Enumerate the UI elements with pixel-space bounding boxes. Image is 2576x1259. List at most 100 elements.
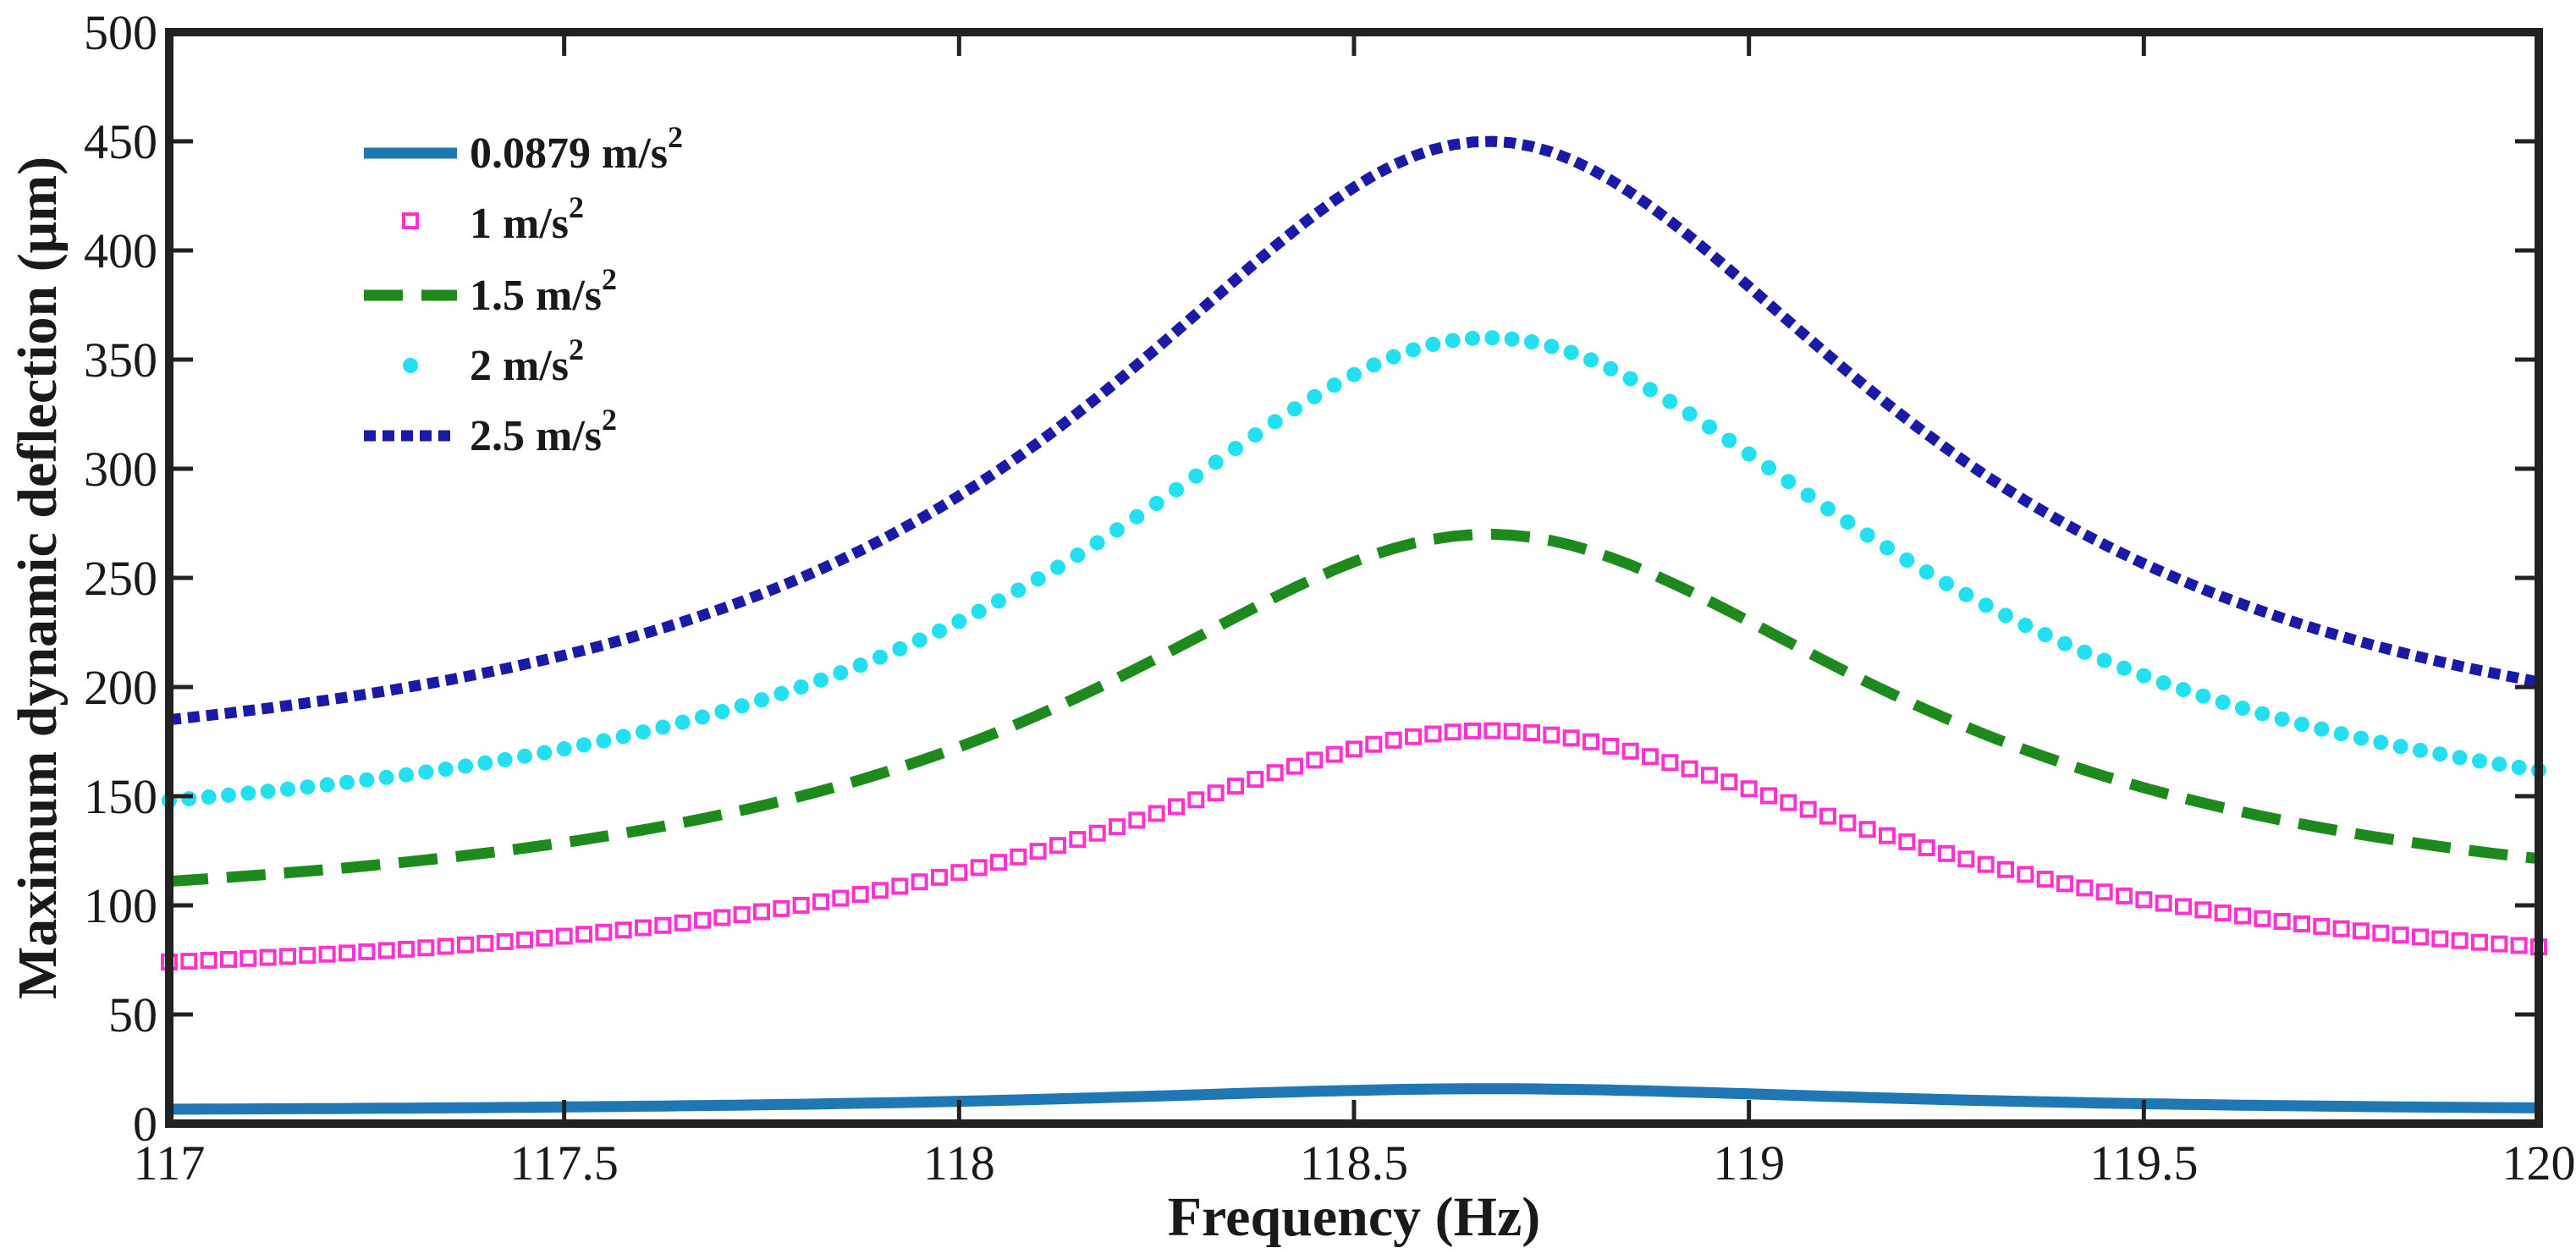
data-point [1800, 487, 1816, 503]
data-point [2076, 879, 2094, 897]
data-point [872, 649, 888, 665]
data-point [1938, 844, 1955, 862]
data-point [2314, 721, 2330, 737]
data-point [2353, 730, 2369, 746]
data-point [1721, 432, 1737, 448]
y-tick-label: 300 [84, 442, 157, 497]
data-point [851, 886, 869, 904]
data-point [991, 593, 1006, 609]
data-point [1918, 839, 1935, 857]
data-point [2511, 759, 2527, 775]
data-point [280, 781, 295, 797]
data-point [2155, 675, 2171, 691]
data-point [773, 685, 790, 701]
data-point [1109, 522, 1125, 538]
data-point [1128, 811, 1146, 829]
data-point [813, 672, 828, 688]
data-point [1898, 833, 1916, 850]
data-point [714, 704, 730, 720]
y-tick-label: 150 [84, 769, 157, 824]
data-point [318, 945, 336, 963]
x-tick-label: 120 [2502, 1135, 2576, 1190]
series-layer [161, 135, 2547, 1115]
data-point [2353, 922, 2370, 940]
series-3 [162, 330, 2546, 809]
data-point [2452, 750, 2468, 766]
data-point [2313, 917, 2331, 935]
data-point [2096, 652, 2112, 668]
data-point [1939, 575, 1954, 591]
data-point [635, 919, 652, 937]
data-point [1643, 382, 1658, 398]
data-point [2195, 688, 2211, 704]
data-point [792, 896, 810, 914]
data-point [1109, 818, 1126, 836]
data-point [1169, 481, 1184, 498]
tick-label-layer: 117 117.5 118 118.5 119 119.5 120 0 50 100 150 200 2… [84, 5, 2576, 1190]
tick-layer [167, 30, 2541, 1126]
data-point [477, 755, 493, 771]
data-point [2333, 726, 2349, 742]
data-point [1228, 441, 1243, 457]
data-point [2234, 907, 2251, 925]
data-point [417, 939, 435, 957]
data-point [1287, 401, 1302, 417]
data-point [1583, 352, 1599, 368]
data-point [2491, 935, 2508, 953]
data-point [1839, 814, 1857, 832]
data-point [2235, 700, 2250, 716]
data-point [517, 748, 532, 764]
series-line [168, 528, 2540, 888]
data-point [1148, 495, 1164, 511]
data-point [1326, 377, 1342, 393]
data-point [595, 923, 613, 941]
data-point [951, 613, 967, 630]
data-point [674, 714, 691, 730]
data-point [1129, 509, 1145, 525]
data-point [221, 787, 236, 803]
data-point [1049, 837, 1066, 855]
data-point [2136, 668, 2152, 684]
data-point [1523, 724, 1540, 742]
data-point [1088, 824, 1106, 842]
data-point [438, 761, 454, 778]
x-axis-title: Frequency (Hz) [1168, 1186, 1541, 1248]
data-point [1030, 571, 1046, 587]
data-point [2332, 920, 2350, 937]
data-point [1781, 474, 1797, 490]
data-point [1010, 582, 1027, 598]
data-point [2077, 644, 2093, 660]
data-point [773, 899, 790, 917]
data-point [1483, 722, 1501, 739]
data-point [1405, 728, 1422, 745]
data-point [2273, 912, 2291, 930]
data-point [833, 665, 849, 681]
data-point [2095, 883, 2113, 901]
legend-swatch-3 [403, 358, 418, 373]
data-point [1306, 751, 1324, 769]
data-point [2293, 915, 2310, 932]
data-point [1702, 419, 1717, 435]
data-point [2135, 891, 2153, 909]
data-point [2155, 894, 2172, 912]
data-point [1603, 360, 1619, 377]
data-point [2413, 742, 2428, 758]
data-point [1029, 843, 1047, 860]
data-point [832, 889, 850, 907]
data-point [358, 943, 376, 960]
data-point [339, 774, 355, 790]
data-point [377, 942, 395, 959]
series-1 [161, 722, 2547, 971]
y-tick-label: 50 [108, 987, 157, 1042]
data-point [1465, 330, 1480, 346]
data-point [1840, 514, 1856, 531]
data-point [614, 921, 632, 939]
data-point [2214, 904, 2232, 922]
data-point [1899, 552, 1915, 568]
data-point [793, 679, 809, 695]
data-point [1424, 725, 1442, 743]
data-point [1484, 330, 1500, 346]
x-tick-label: 117.5 [509, 1135, 618, 1190]
data-point [2176, 682, 2191, 698]
data-point [516, 931, 533, 948]
